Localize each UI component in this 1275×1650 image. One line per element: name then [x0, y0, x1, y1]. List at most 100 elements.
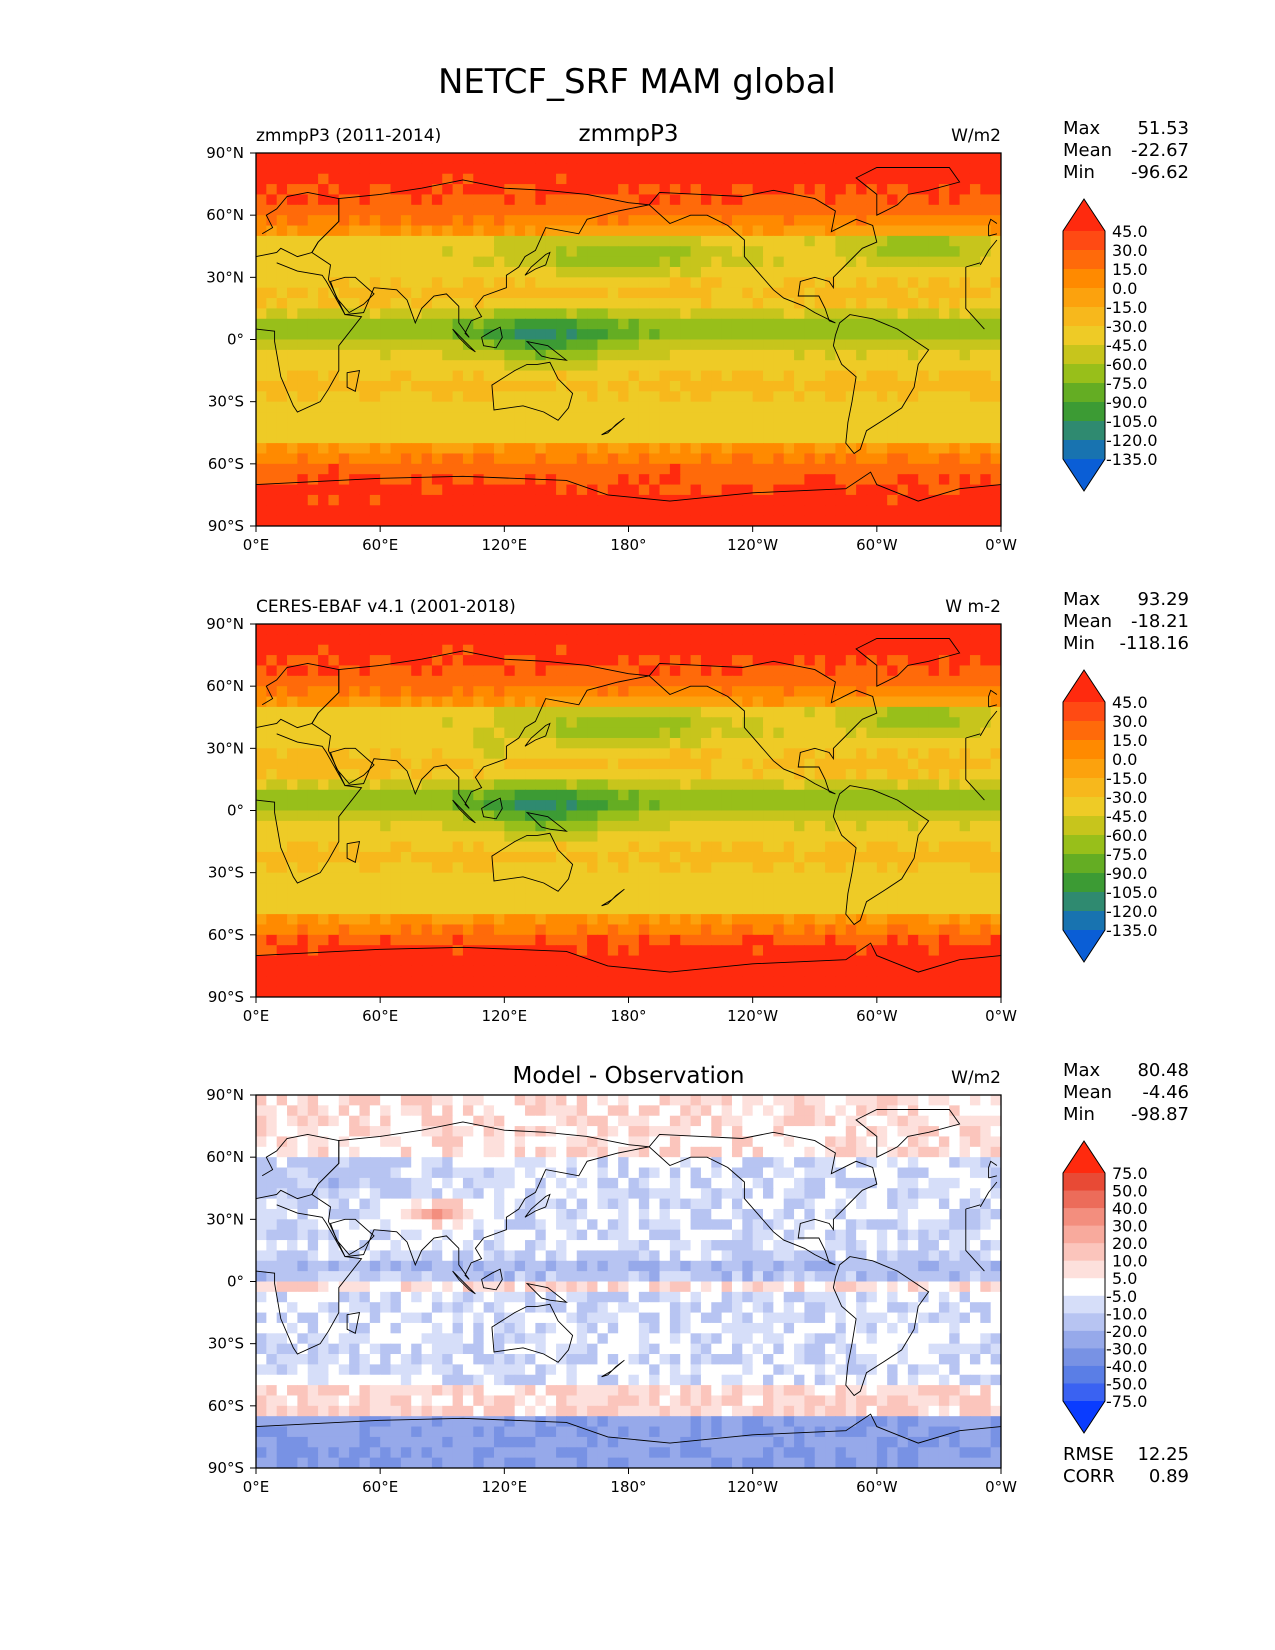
coastline-sumatra [452, 328, 476, 353]
field-cell [804, 706, 816, 718]
field-cell [628, 412, 640, 423]
field-cell [959, 789, 971, 801]
field-cell [959, 484, 971, 496]
field-cell [638, 862, 650, 874]
field-cell [380, 432, 392, 444]
field-cell [442, 287, 454, 299]
field-cell [918, 204, 930, 216]
field-cell [349, 748, 361, 760]
field-cell [649, 173, 661, 185]
field-cell [587, 945, 599, 957]
field-cell [276, 893, 288, 905]
field-cell [256, 204, 267, 216]
field-cell [938, 655, 950, 667]
field-cell [649, 494, 661, 506]
field-cell [338, 246, 350, 258]
field-cell [462, 727, 474, 739]
field-cell [525, 173, 536, 185]
field-cell [514, 401, 526, 413]
field-cell [721, 463, 733, 475]
field-cell [535, 841, 547, 853]
field-cell [680, 494, 692, 506]
field-cell [742, 624, 754, 635]
field-cell [566, 494, 578, 506]
field-cell [607, 748, 619, 760]
field-cell [297, 225, 309, 237]
field-cell [473, 370, 485, 382]
field-cell [256, 453, 267, 465]
field-cell [856, 318, 868, 330]
field-cell [835, 401, 847, 413]
field-cell [866, 298, 878, 310]
field-cell [742, 443, 754, 455]
field-cell [556, 717, 568, 729]
field-cell [421, 225, 433, 237]
field-cell [897, 163, 909, 175]
field-cell [669, 412, 681, 423]
field-cell [711, 706, 723, 718]
field-cell [504, 432, 516, 444]
panel-left-title: zmmpP3 (2011-2014) [256, 126, 441, 146]
field-cell [742, 634, 754, 646]
field-cell [814, 204, 826, 216]
field-cell [359, 266, 371, 278]
field-cell [473, 883, 485, 894]
field-cell [421, 779, 433, 791]
field-cell [866, 717, 878, 729]
field-cell [897, 184, 909, 196]
field-cell [856, 924, 868, 936]
field-cell [866, 318, 878, 330]
field-cell [980, 256, 992, 268]
field-cell [338, 463, 350, 475]
field-cell [949, 624, 961, 635]
field-cell [928, 706, 940, 718]
field-cell [680, 515, 692, 526]
field-cell [794, 235, 806, 247]
field-cell [287, 841, 298, 853]
field-cell [783, 215, 795, 227]
field-cell [731, 800, 743, 812]
field-cell [473, 727, 485, 739]
field-cell [990, 748, 1001, 760]
field-cell [731, 706, 743, 718]
field-cell [814, 696, 826, 708]
field-cell [928, 277, 940, 289]
field-cell [742, 737, 754, 749]
field-cell [400, 727, 412, 739]
field-cell [421, 696, 433, 708]
field-cell [545, 748, 557, 760]
field-cell [969, 515, 981, 526]
field-cell [307, 412, 319, 423]
field-cell [535, 831, 547, 843]
field-cell [493, 624, 505, 635]
field-cell [825, 769, 837, 781]
field-cell [742, 453, 754, 465]
field-cell [742, 686, 754, 698]
field-cell [380, 810, 392, 822]
field-cell [783, 883, 795, 894]
field-cell [897, 924, 909, 936]
field-cell [763, 727, 774, 739]
field-cell [711, 914, 723, 926]
field-cell [431, 194, 443, 206]
field-cell [535, 370, 547, 382]
field-cell [907, 686, 919, 698]
field-cell [483, 686, 495, 698]
field-cell [276, 758, 288, 770]
field-cell [411, 380, 423, 392]
field-cell [773, 696, 785, 708]
field-cell [628, 360, 640, 372]
field-cell [897, 862, 909, 874]
field-cell [659, 820, 671, 832]
field-cell [545, 318, 557, 330]
field-cell [711, 339, 723, 351]
field-cell [514, 204, 526, 216]
field-cell [297, 624, 309, 635]
field-cell [514, 841, 526, 853]
field-cell [752, 432, 764, 444]
field-cell [473, 391, 485, 403]
field-cell [328, 789, 340, 801]
field-cell [525, 665, 536, 677]
field-cell [659, 432, 671, 444]
field-cell [535, 153, 547, 164]
